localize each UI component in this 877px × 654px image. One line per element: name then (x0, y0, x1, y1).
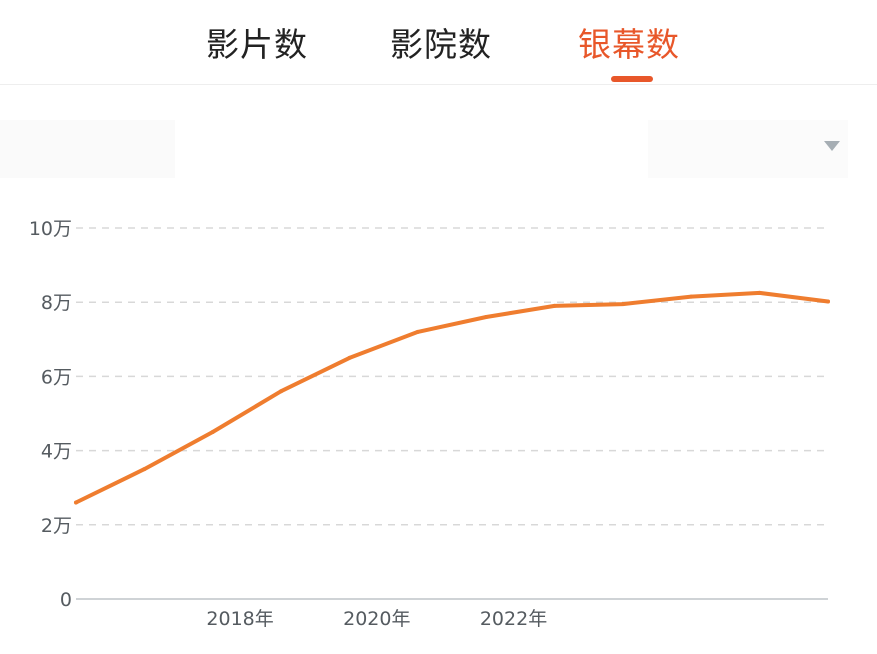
y-tick-label: 8万 (41, 292, 72, 314)
data-point (74, 500, 78, 505)
x-tick-label: 2020年 (343, 608, 410, 630)
data-point (484, 315, 489, 320)
data-point (552, 303, 557, 308)
chart-grid (76, 227, 828, 526)
y-tick-label: 10万 (29, 218, 72, 240)
data-point (210, 430, 215, 435)
data-point (142, 467, 147, 472)
data-point (689, 294, 694, 299)
period-dropdown[interactable] (648, 120, 848, 178)
series-line (74, 290, 830, 505)
tab-bar: 影片数 影院数 银幕数 (0, 0, 877, 85)
y-tick-label: 2万 (41, 515, 72, 537)
x-tick-label: 2018年 (206, 608, 273, 630)
data-point (620, 302, 625, 307)
screen-count-line-chart: 0 2万 4万 6万 8万 10万 2018年 2020年 2022年 (29, 218, 830, 630)
series-layer (74, 290, 830, 505)
chevron-down-icon[interactable] (824, 141, 840, 151)
tab-screens[interactable]: 银幕数 (578, 25, 680, 64)
y-tick-label: 6万 (41, 366, 72, 388)
data-point (347, 355, 352, 360)
filter-placeholder-left (0, 120, 175, 178)
tab-cinemas[interactable]: 影院数 (390, 25, 492, 64)
y-axis-ticks: 0 2万 4万 6万 8万 10万 (29, 218, 72, 611)
x-tick-label: 2022年 (480, 608, 547, 630)
y-tick-label: 4万 (41, 441, 72, 463)
x-axis-ticks: 2018年 2020年 2022年 (206, 608, 547, 630)
active-tab-indicator (611, 76, 653, 82)
data-point (757, 290, 762, 295)
y-tick-label: 0 (60, 589, 72, 611)
tab-films[interactable]: 影片数 (206, 25, 308, 64)
data-point (826, 299, 830, 304)
data-point (415, 329, 420, 334)
data-point (279, 389, 284, 394)
